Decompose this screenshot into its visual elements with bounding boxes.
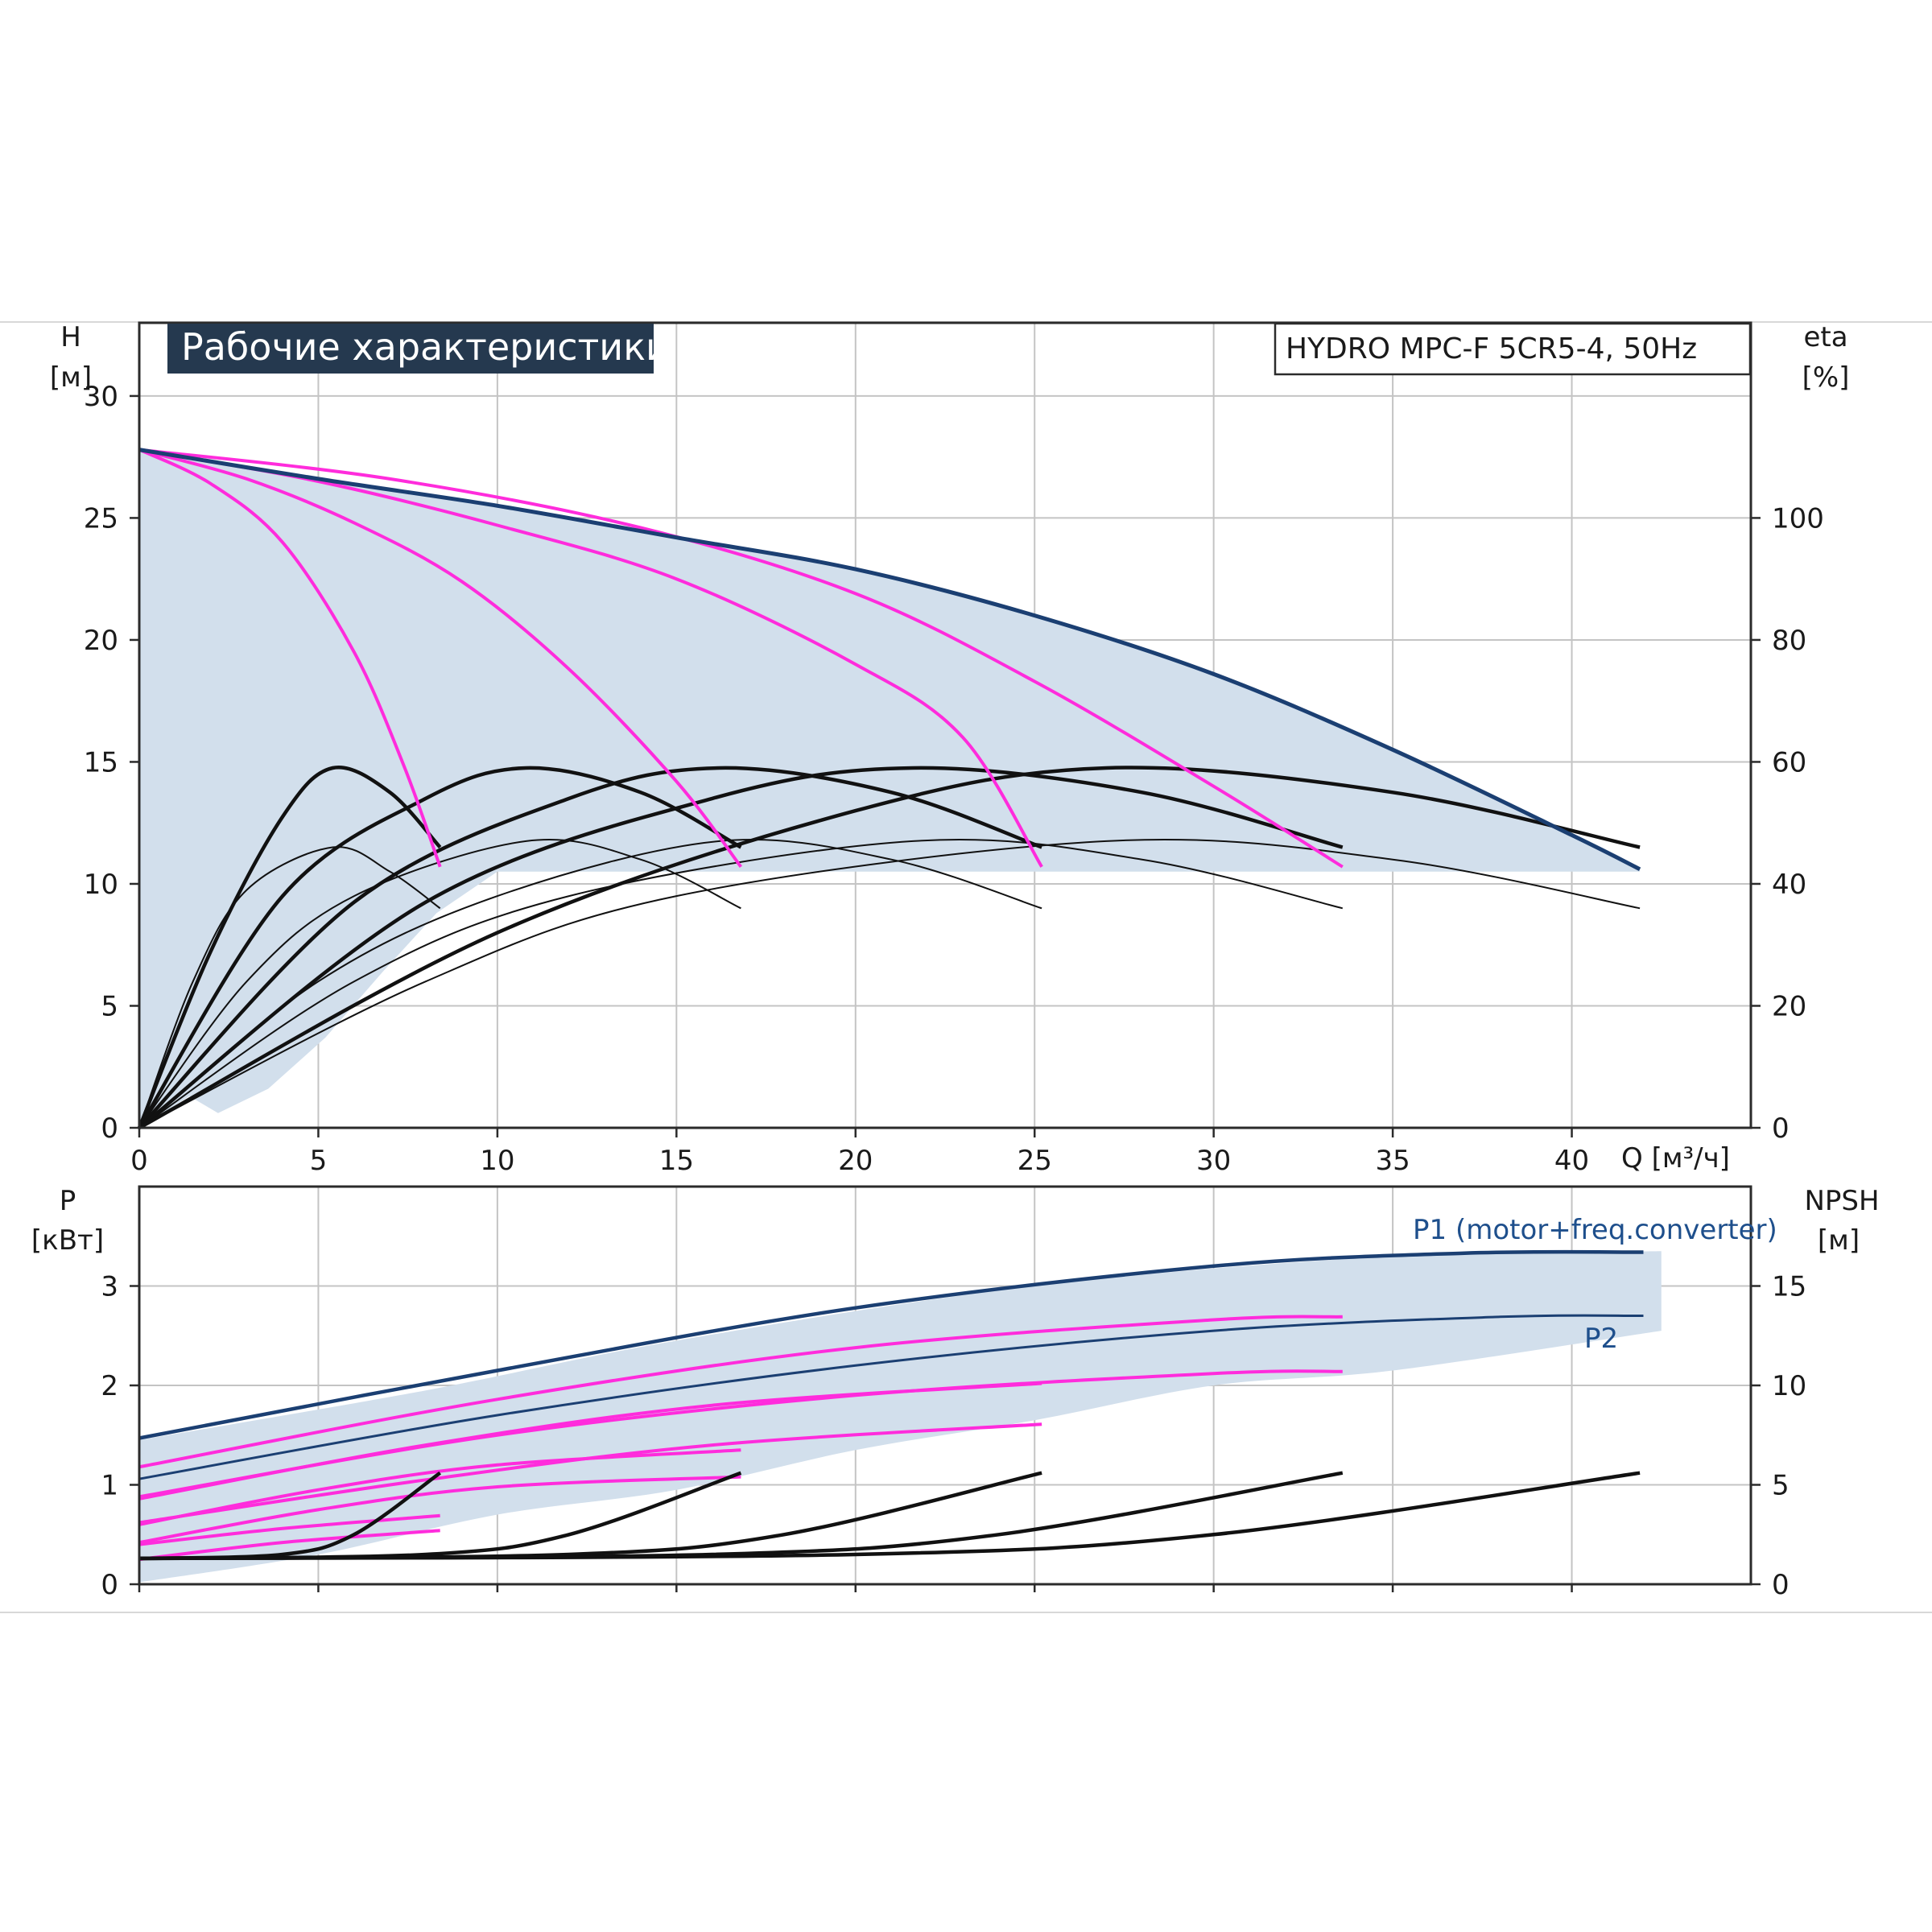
eta-axis-unit: [%] [1802,361,1850,394]
npsh-tick-label: 0 [1772,1569,1790,1601]
x-tick-label: 20 [838,1145,873,1177]
speed-power-curve [138,1475,741,1545]
head-chart: 0 5 10 15 20 25 30 35 40 0 5 10 15 20 25 30 0 20 40 60 80 100… [50,321,1850,1177]
p2-power-curve [138,1314,1644,1480]
system-efficiency-curve [138,766,1042,1129]
x-tick-label: 0 [130,1145,148,1177]
head-tick-label: 30 [84,381,118,413]
head-ticks: 0 5 10 15 20 25 30 35 40 0 5 10 15 20 25 30 0 20 40 60 80 100 [84,381,1824,1177]
model-label: HYDRO MPC-F 5CR5-4, 50Hz [1286,332,1697,365]
speed-head-curve [138,448,1043,868]
x-tick-label: 25 [1018,1145,1052,1177]
eta-tick-label: 20 [1772,990,1806,1022]
max-speed-head-curve [138,448,1641,872]
npsh-tick-label: 5 [1772,1470,1790,1502]
power-tick-label: 3 [101,1271,118,1303]
npsh-tick-label: 15 [1772,1271,1806,1303]
x-tick-label: 10 [480,1145,514,1177]
operating-range-area [139,449,1641,1128]
power-chart: 0 1 2 3 0 5 10 15 P [кВт] NPSH [м] P1 (motor+fr… [31,1185,1880,1601]
head-tick-label: 15 [84,746,118,778]
eta-axis-name: eta [1803,321,1847,353]
p2-series-label: P2 [1584,1323,1618,1355]
p1-series-label: P1 (motor+freq.converter) [1413,1214,1777,1246]
x-tick-label: 35 [1375,1145,1410,1177]
head-tick-label: 25 [84,502,118,535]
operating-range-fill [139,449,1641,1128]
speed-head-curve [138,448,742,869]
npsh-axis-name: NPSH [1804,1185,1879,1217]
eta-tick-label: 40 [1772,869,1806,901]
model-box [1274,322,1752,376]
x-tick-label: 5 [310,1145,328,1177]
pump-efficiency-curve [138,839,1344,1129]
system-efficiency-curve [138,766,1641,1129]
head-tick-label: 10 [84,869,118,901]
power-ticks: 0 1 2 3 0 5 10 15 [101,1271,1806,1602]
pump-efficiency-curve [138,846,441,1129]
pump-efficiency-curve [138,839,1641,1129]
flow-axis-label: Q [м³/ч] [1621,1142,1730,1174]
speed-power-curve [138,1448,741,1526]
system-efficiency-curve [138,766,1344,1129]
chart-title: Рабочие характеристики [181,325,670,369]
head-plot-frame [138,321,1752,1129]
npsh-curve [138,1471,1641,1561]
system-efficiency-curve [138,766,742,1129]
x-tick-label: 15 [659,1145,694,1177]
head-tick-label: 20 [84,625,118,657]
power-curves [138,1249,1644,1562]
power-tick-label: 2 [101,1370,118,1402]
speed-power-curve [138,1315,1343,1469]
speed-power-curve [138,1529,440,1562]
head-tick-label: 0 [101,1113,118,1145]
npsh-axis-unit: [м] [1818,1224,1860,1257]
eta-tick-label: 100 [1772,502,1824,535]
power-tick-label: 0 [101,1569,118,1601]
power-range-fill [139,1251,1662,1583]
head-curves [137,448,1641,1129]
speed-head-curve [138,448,1344,869]
title-box [167,324,654,374]
p1-power-curve [138,1249,1644,1440]
speed-power-curve [138,1513,440,1546]
npsh-tick-label: 10 [1772,1370,1806,1402]
system-efficiency-curve [137,765,442,1129]
x-tick-label: 40 [1554,1145,1589,1177]
power-tick-label: 1 [101,1470,118,1502]
speed-power-curve [138,1381,1042,1501]
head-axis-name: H [60,321,81,353]
x-tick-label: 30 [1196,1145,1231,1177]
power-axis-name: P [60,1185,76,1217]
head-tick-label: 5 [101,990,118,1022]
power-range-area [139,1251,1662,1583]
power-axis-unit: [кВт] [31,1224,104,1257]
eta-tick-label: 60 [1772,746,1806,778]
eta-tick-label: 0 [1772,1113,1790,1145]
head-axis-unit: [м] [50,361,92,394]
eta-tick-label: 80 [1772,625,1806,657]
speed-head-curve [138,448,442,868]
pump-efficiency-curve [138,839,741,1129]
